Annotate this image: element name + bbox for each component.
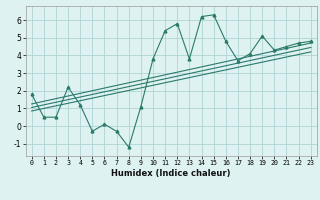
X-axis label: Humidex (Indice chaleur): Humidex (Indice chaleur) <box>111 169 231 178</box>
